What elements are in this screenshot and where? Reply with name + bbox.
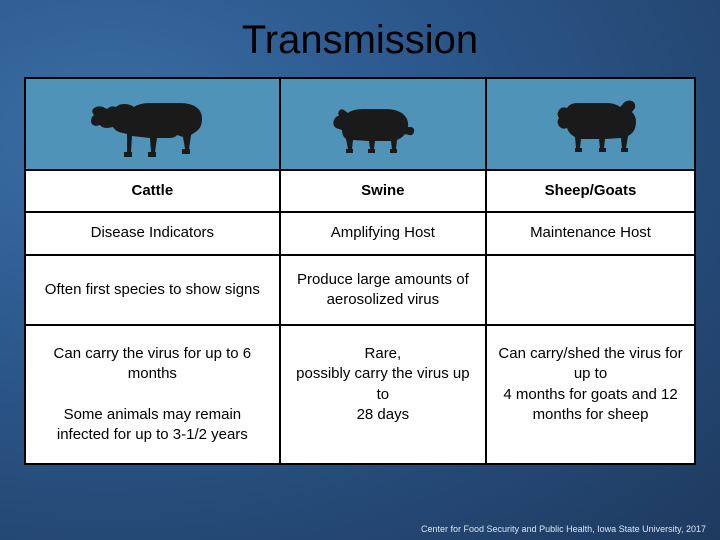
cattle-icon-cell [25,78,280,170]
slide-title: Transmission [0,0,720,77]
swine-detail1: Produce large amounts of aerosolized vir… [280,255,486,326]
swine-role: Amplifying Host [280,212,486,254]
cow-icon [32,87,273,161]
name-row: Cattle Swine Sheep/Goats [25,170,695,212]
sheep-detail1 [486,255,695,326]
transmission-table: Cattle Swine Sheep/Goats Disease Indicat… [24,77,696,465]
detail1-row: Often first species to show signs Produc… [25,255,695,326]
cattle-role: Disease Indicators [25,212,280,254]
cattle-detail2: Can carry the virus for up to 6 monthsSo… [25,325,280,464]
cattle-detail1: Often first species to show signs [25,255,280,326]
swine-icon-cell [280,78,486,170]
transmission-table-wrap: Cattle Swine Sheep/Goats Disease Indicat… [0,77,720,465]
role-row: Disease Indicators Amplifying Host Maint… [25,212,695,254]
swine-name: Swine [280,170,486,212]
detail2-row: Can carry the virus for up to 6 monthsSo… [25,325,695,464]
sheep-detail2: Can carry/shed the virus for up to4 mont… [486,325,695,464]
footer-credit: Center for Food Security and Public Heal… [421,524,706,534]
sheep-icon [493,91,688,157]
sheep-icon-cell [486,78,695,170]
swine-detail2: Rare,possibly carry the virus up to28 da… [280,325,486,464]
sheep-role: Maintenance Host [486,212,695,254]
pig-icon [287,91,479,157]
icon-row [25,78,695,170]
sheep-name: Sheep/Goats [486,170,695,212]
cattle-name: Cattle [25,170,280,212]
